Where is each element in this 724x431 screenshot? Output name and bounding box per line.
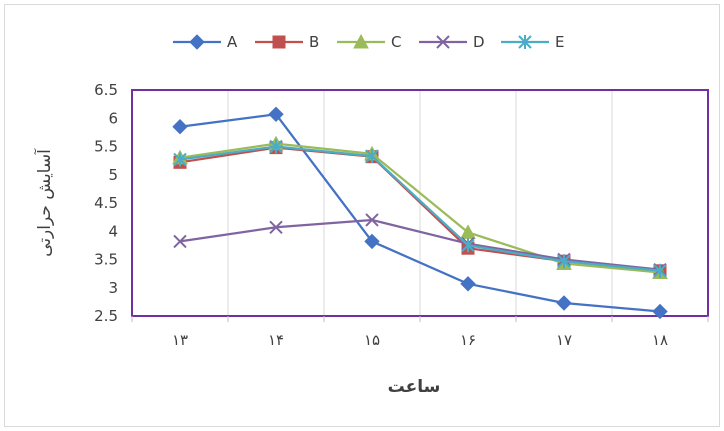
legend-marker bbox=[518, 35, 532, 49]
x-tick-label: ۱۴ bbox=[268, 331, 284, 349]
legend-item-c: C bbox=[337, 33, 401, 51]
data-point bbox=[653, 263, 667, 278]
series-layer bbox=[172, 106, 668, 320]
legend-item-a: A bbox=[173, 33, 238, 51]
data-point bbox=[460, 276, 476, 292]
y-tick-label: 5.5 bbox=[94, 138, 118, 156]
data-point bbox=[173, 234, 187, 249]
y-tick-label: 3.5 bbox=[94, 251, 118, 269]
y-tick-label: 4 bbox=[108, 222, 118, 240]
x-tick-label: ۱۸ bbox=[652, 331, 668, 349]
data-point bbox=[268, 106, 284, 123]
legend-label: E bbox=[555, 33, 564, 51]
series-line bbox=[179, 142, 661, 274]
y-tick-label: 6 bbox=[108, 109, 118, 127]
legend-item-b: B bbox=[255, 33, 319, 51]
legend-item-e: E bbox=[501, 33, 564, 51]
data-point bbox=[172, 119, 188, 135]
data-point bbox=[269, 220, 283, 235]
series-line bbox=[179, 113, 661, 313]
data-point bbox=[365, 149, 379, 164]
legend-label: A bbox=[227, 33, 238, 51]
y-tick-label: 6.5 bbox=[94, 81, 118, 99]
y-tick-label: 5 bbox=[108, 166, 118, 184]
legend-label: D bbox=[473, 33, 485, 51]
y-axis-ticks: 2.5 3 3.5 4 4.5 5 5.5 6 6.5 bbox=[94, 81, 118, 325]
x-tick-label: ۱۷ bbox=[556, 331, 572, 349]
data-point bbox=[364, 233, 380, 250]
data-point bbox=[461, 238, 475, 253]
legend-label: B bbox=[309, 33, 319, 51]
x-tick-label: ۱۵ bbox=[364, 331, 380, 349]
x-axis-ticks: ۱۳ ۱۴ ۱۵ ۱۶ ۱۷ ۱۸ bbox=[131, 316, 709, 349]
gridlines bbox=[227, 90, 613, 316]
legend: A B C D E bbox=[173, 33, 564, 51]
series-line bbox=[179, 218, 661, 271]
data-point bbox=[652, 303, 668, 320]
series-line bbox=[179, 145, 661, 272]
series-e bbox=[173, 139, 667, 278]
x-tick-label: ۱۳ bbox=[172, 331, 188, 349]
data-point bbox=[269, 139, 283, 154]
legend-marker bbox=[436, 35, 450, 49]
y-tick-label: 2.5 bbox=[94, 307, 118, 325]
y-tick-label: 4.5 bbox=[94, 194, 118, 212]
legend-marker bbox=[353, 33, 369, 49]
x-axis-title: ساعت bbox=[388, 377, 441, 397]
x-tick-label: ۱۶ bbox=[460, 331, 476, 349]
data-point bbox=[173, 152, 187, 167]
legend-label: C bbox=[391, 33, 401, 51]
series-a bbox=[172, 106, 668, 320]
y-axis-title: آسایش حرارتی bbox=[33, 148, 55, 257]
data-point bbox=[365, 213, 379, 227]
legend-marker bbox=[189, 34, 205, 50]
legend-item-d: D bbox=[419, 33, 485, 51]
y-tick-label: 3 bbox=[108, 279, 118, 297]
legend-marker bbox=[272, 35, 286, 49]
data-point bbox=[557, 254, 571, 269]
chart-frame bbox=[4, 4, 720, 427]
data-point bbox=[556, 295, 572, 311]
